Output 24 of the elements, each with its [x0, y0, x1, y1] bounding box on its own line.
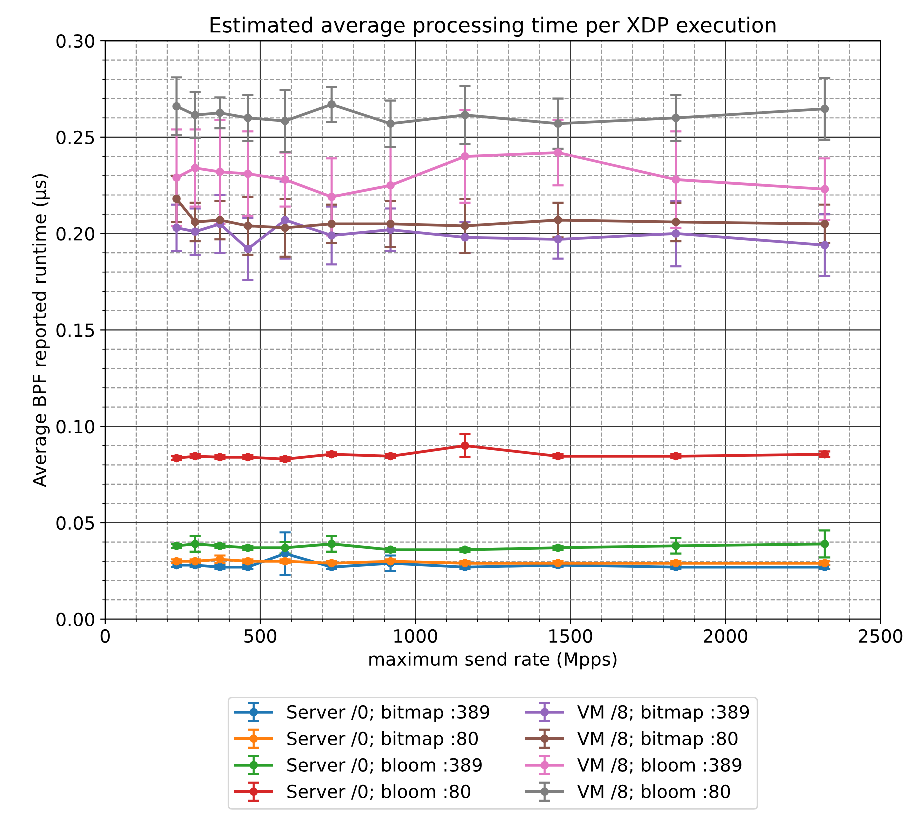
x-tick-label: 2500 [859, 629, 903, 644]
x-tick-label: 1000 [394, 629, 438, 644]
x-tick-label: 2000 [704, 629, 748, 644]
y-tick-label: 0.30 [56, 34, 95, 48]
legend-label: Server /0; bitmap :80 [288, 732, 478, 750]
legend-label: VM /8; bitmap :389 [578, 705, 750, 723]
y-tick-label: 0.05 [56, 516, 94, 530]
x-axis-title: maximum send rate (Mpps) [370, 652, 617, 670]
y-axis-title: Average BPF reported runtime (µs) [32, 174, 50, 488]
x-tick-label: 0 [100, 629, 110, 644]
y-tick-label: 0.15 [56, 324, 94, 338]
x-tick-label: 500 [244, 629, 277, 644]
x-tick-label: 1500 [550, 629, 592, 644]
legend-label: Server /0; bloom :389 [288, 758, 482, 774]
y-tick-label: 0.10 [56, 420, 95, 434]
y-tick-label: 0.00 [56, 612, 95, 626]
legend-label: VM /8; bloom :80 [578, 784, 730, 800]
legend-label: Server /0; bitmap :389 [288, 705, 490, 723]
legend-label: VM /8; bitmap :80 [578, 732, 738, 750]
y-tick-label: 0.20 [56, 227, 95, 241]
legend-label: Server /0; bloom :80 [288, 784, 471, 800]
chart-title: Estimated average processing time per XDP execution [210, 16, 776, 38]
legend-label: VM /8; bloom :389 [578, 758, 742, 774]
y-tick-label: 0.25 [56, 130, 94, 145]
